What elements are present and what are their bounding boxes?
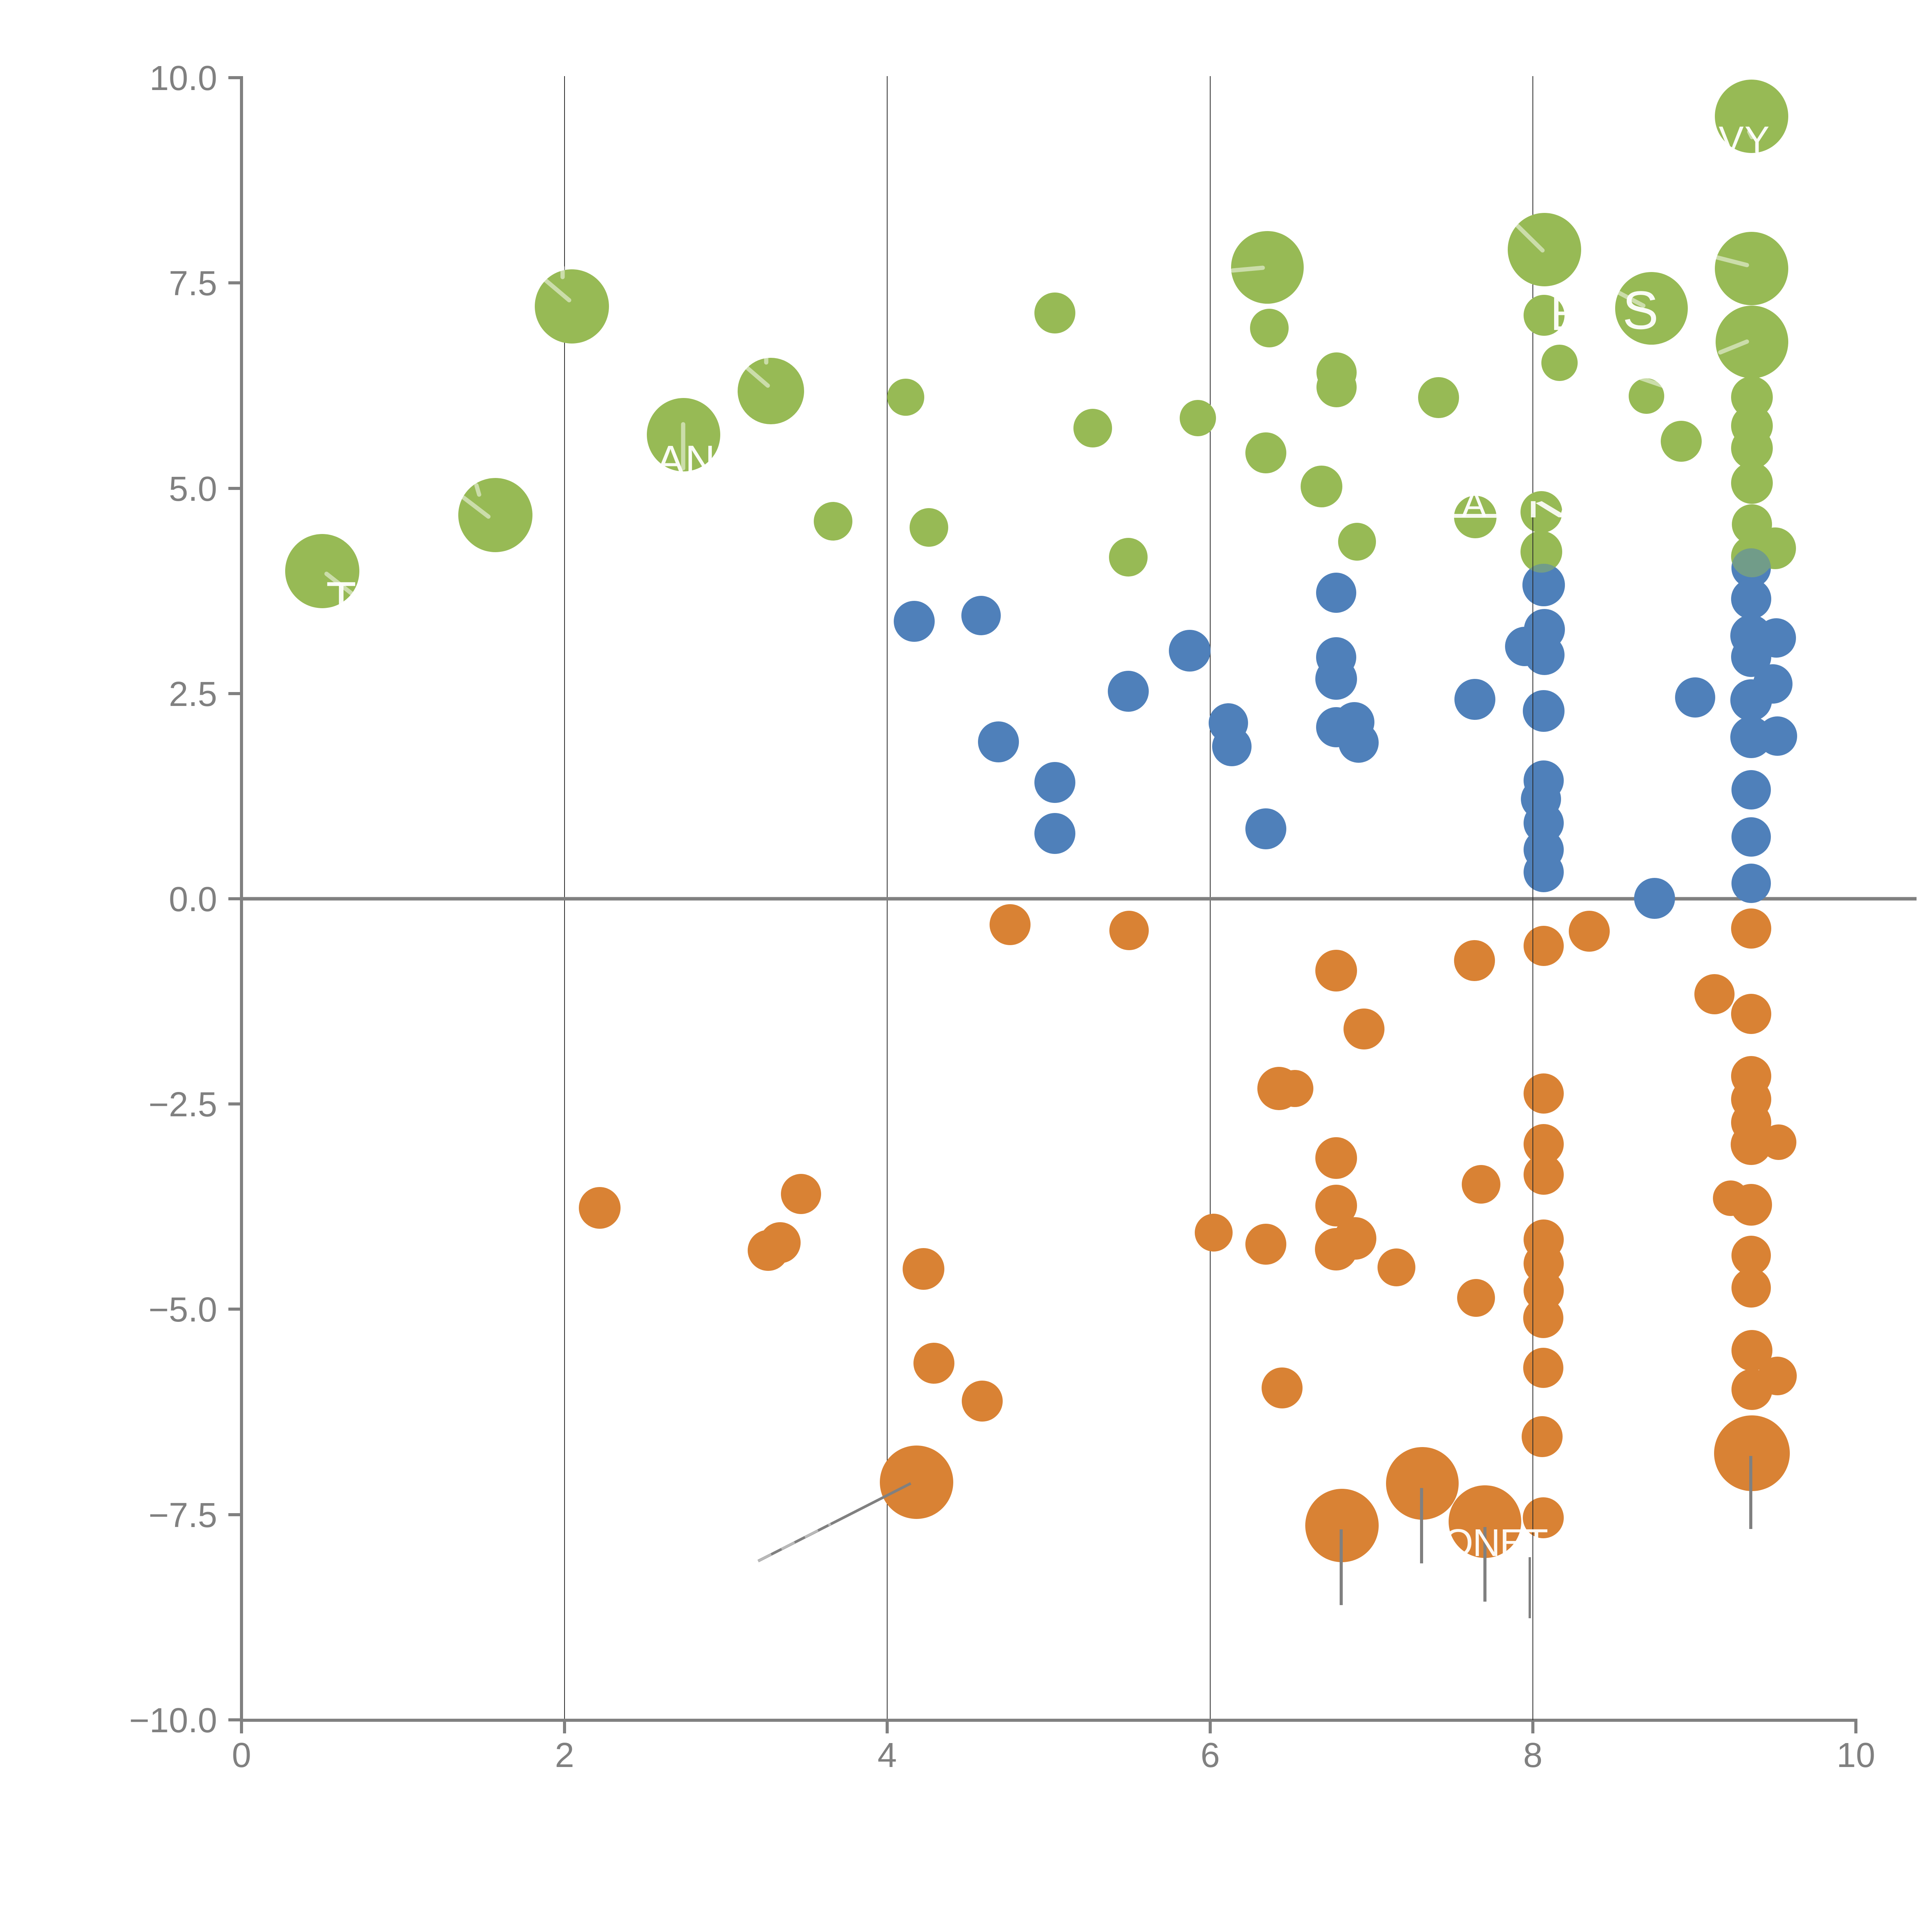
svg-text:A: A — [1462, 483, 1487, 525]
svg-text:8: 8 — [1523, 1736, 1543, 1775]
svg-text:AN: AN — [656, 437, 716, 483]
svg-text:−7.5: −7.5 — [148, 1496, 217, 1535]
svg-text:5.0: 5.0 — [169, 470, 217, 509]
svg-text:2.5: 2.5 — [169, 675, 217, 714]
svg-text:ONET: ONET — [1443, 1521, 1548, 1565]
svg-text:−10.0: −10.0 — [129, 1701, 217, 1740]
svg-text:4: 4 — [878, 1736, 897, 1775]
svg-text:−2.5: −2.5 — [148, 1085, 217, 1124]
svg-text:−5.0: −5.0 — [148, 1291, 217, 1329]
svg-text:2: 2 — [555, 1736, 574, 1775]
svg-text:S: S — [1622, 280, 1659, 340]
svg-text:10: 10 — [1837, 1736, 1875, 1775]
svg-text:VY: VY — [1719, 119, 1770, 161]
svg-text:T: T — [326, 572, 357, 627]
svg-text:6: 6 — [1201, 1736, 1220, 1775]
svg-text:10.0: 10.0 — [150, 59, 217, 98]
svg-text:E: E — [1550, 287, 1582, 340]
svg-text:0.0: 0.0 — [169, 880, 217, 919]
svg-text:7.5: 7.5 — [169, 264, 217, 303]
svg-text:0: 0 — [232, 1736, 251, 1775]
